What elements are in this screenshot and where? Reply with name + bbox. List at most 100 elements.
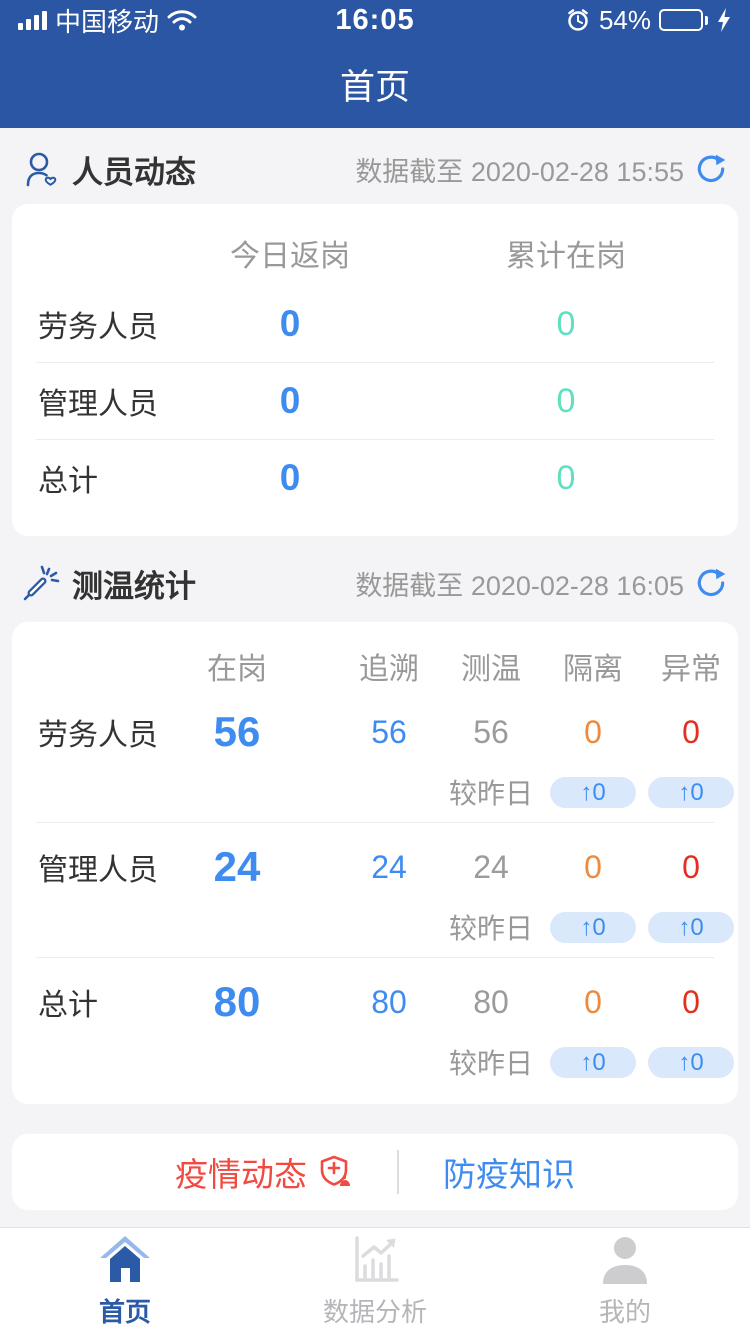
- abnormal-value: 0: [682, 848, 700, 885]
- epidemic-news-link[interactable]: 疫情动态: [175, 1148, 353, 1196]
- prevention-knowledge-link[interactable]: 防疫知识: [443, 1156, 575, 1193]
- section-personnel-title: 人员动态: [72, 154, 196, 190]
- tab-profile-label: 我的: [598, 1296, 651, 1327]
- refresh-icon[interactable]: [694, 566, 728, 600]
- temp-value: 80: [473, 983, 509, 1020]
- onduty-value: 56: [213, 708, 261, 755]
- tab-home-label: 首页: [98, 1296, 151, 1327]
- compare-label: 较昨日: [448, 1048, 533, 1079]
- temperature-header-row: 在岗 追溯 测温 隔离 异常: [12, 636, 738, 696]
- row-label: 总计: [38, 465, 98, 498]
- personnel-header-row: 今日返岗 累计在岗: [12, 220, 738, 286]
- onduty-value: 24: [213, 843, 261, 890]
- col-header-trace: 追溯: [359, 653, 419, 686]
- carrier-label: 中国移动: [55, 6, 160, 37]
- page-title: 首页: [339, 67, 410, 107]
- table-row: 劳务人员 56 56 56 0 0: [12, 696, 738, 768]
- tab-bar: 首页 数据分析 我的: [0, 1227, 750, 1334]
- compare-row: 较昨日 ↑0 ↑0: [12, 1038, 738, 1086]
- today-value: 0: [279, 303, 301, 344]
- status-bar: 中国移动 16:05 54%: [0, 0, 750, 40]
- table-row: 管理人员 24 24 24 0 0: [12, 831, 738, 903]
- row-label: 管理人员: [38, 388, 158, 421]
- abnormal-value: 0: [682, 983, 700, 1020]
- divider: [36, 439, 714, 440]
- battery-percent-label: 54%: [598, 4, 651, 35]
- isolate-value: 0: [584, 713, 602, 750]
- section-temperature-header: 测温统计 数据截至 2020-02-28 16:05: [0, 558, 750, 608]
- compare-row: 较昨日 ↑0 ↑0: [12, 768, 738, 816]
- battery-icon: [659, 9, 708, 31]
- compare-label: 较昨日: [448, 913, 533, 944]
- tab-analytics-label: 数据分析: [322, 1296, 427, 1327]
- vertical-divider: [397, 1150, 399, 1194]
- divider: [36, 957, 714, 958]
- table-row: 总计 80 80 80 0 0: [12, 966, 738, 1038]
- row-label: 劳务人员: [38, 719, 158, 752]
- delta-abnormal-badge: ↑0: [648, 776, 734, 808]
- section-temperature-title: 测温统计: [72, 568, 196, 604]
- trace-value: 80: [371, 983, 407, 1020]
- status-right: 54%: [565, 5, 732, 36]
- epidemic-news-label: 疫情动态: [175, 1156, 307, 1193]
- temp-value: 56: [473, 713, 509, 750]
- trace-value: 24: [371, 848, 407, 885]
- delta-isolate-badge: ↑0: [550, 911, 636, 943]
- abnormal-value: 0: [682, 713, 700, 750]
- delta-abnormal-badge: ↑0: [648, 911, 734, 943]
- tab-analytics[interactable]: 数据分析: [250, 1228, 500, 1334]
- home-icon: [100, 1235, 150, 1282]
- col-header-isolate: 隔离: [563, 653, 623, 686]
- tab-home[interactable]: 首页: [0, 1228, 250, 1334]
- delta-isolate-badge: ↑0: [550, 1046, 636, 1078]
- row-label: 总计: [38, 989, 98, 1022]
- col-header-onduty: 在岗: [207, 653, 267, 686]
- total-value: 0: [556, 458, 576, 497]
- refresh-icon[interactable]: [694, 152, 728, 186]
- nav-bar: 首页: [0, 40, 750, 128]
- temperature-cutoff-label: 数据截至 2020-02-28 16:05: [355, 570, 684, 601]
- quick-links-card: 疫情动态 防疫知识: [12, 1134, 738, 1210]
- total-value: 0: [556, 381, 576, 420]
- delta-isolate-badge: ↑0: [550, 776, 636, 808]
- col-header-today: 今日返岗: [230, 240, 350, 273]
- table-row: 管理人员 0 0: [12, 363, 738, 439]
- compare-label: 较昨日: [448, 778, 533, 809]
- divider: [36, 822, 714, 823]
- status-left: 中国移动: [18, 2, 197, 39]
- delta-abnormal-badge: ↑0: [648, 1046, 734, 1078]
- signal-strength-icon: [18, 10, 47, 30]
- profile-icon: [603, 1236, 647, 1284]
- thermometer-icon: [23, 565, 60, 601]
- onduty-value: 80: [213, 978, 261, 1025]
- wifi-icon: [167, 10, 197, 31]
- col-header-abnormal: 异常: [661, 653, 721, 686]
- col-header-temp: 测温: [461, 653, 521, 686]
- today-value: 0: [279, 380, 301, 421]
- alarm-icon: [568, 9, 588, 31]
- row-label: 管理人员: [38, 854, 158, 887]
- compare-row: 较昨日 ↑0 ↑0: [12, 903, 738, 951]
- isolate-value: 0: [584, 983, 602, 1020]
- divider: [36, 362, 714, 363]
- col-header-total: 累计在岗: [506, 240, 626, 273]
- charging-bolt-icon: [718, 8, 730, 32]
- personnel-cutoff-label: 数据截至 2020-02-28 15:55: [355, 156, 684, 187]
- isolate-value: 0: [584, 848, 602, 885]
- clock-time: 16:05: [335, 4, 415, 36]
- today-value: 0: [279, 457, 301, 498]
- table-row: 总计 0 0: [12, 440, 738, 516]
- person-heart-icon: [26, 152, 57, 187]
- total-value: 0: [556, 304, 576, 343]
- temperature-card: 在岗 追溯 测温 隔离 异常 劳务人员 56 56 56 0 0 较昨日 ↑0 …: [12, 622, 738, 1104]
- chart-icon: [355, 1235, 399, 1282]
- temp-value: 24: [473, 848, 509, 885]
- section-personnel-header: 人员动态 数据截至 2020-02-28 15:55: [0, 144, 750, 194]
- personnel-card: 今日返岗 累计在岗 劳务人员 0 0 管理人员 0 0 总计 0 0: [12, 204, 738, 536]
- table-row: 劳务人员 0 0: [12, 286, 738, 362]
- top-chrome: 中国移动 16:05 54%: [0, 0, 750, 128]
- tab-profile[interactable]: 我的: [500, 1228, 750, 1334]
- shield-alert-icon: [320, 1155, 350, 1186]
- trace-value: 56: [371, 713, 407, 750]
